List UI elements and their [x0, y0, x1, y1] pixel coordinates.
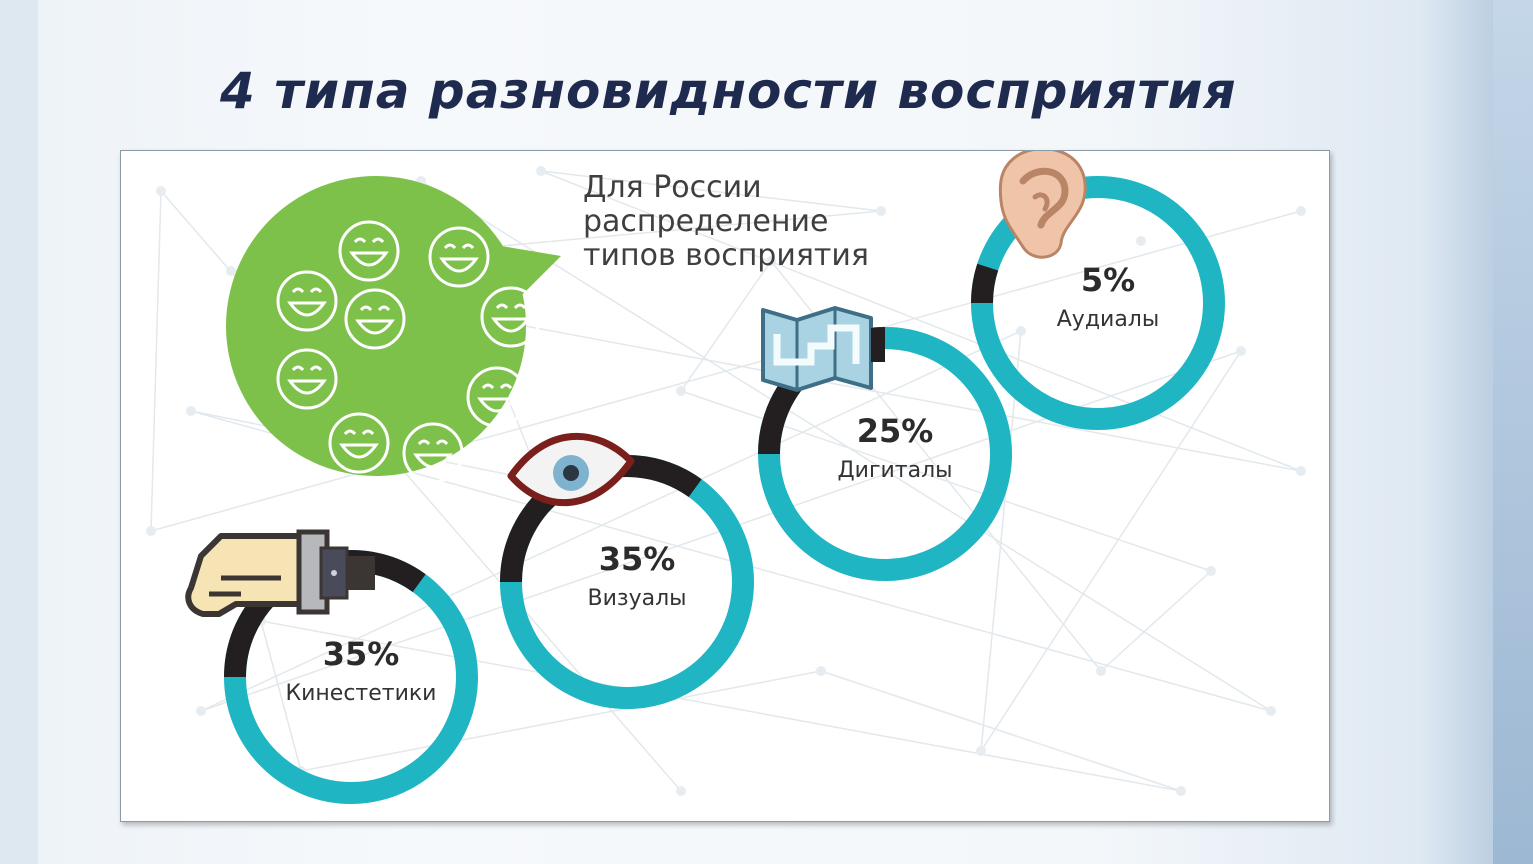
ring-name-label: Кинестетики [285, 681, 437, 706]
slide-right-band [1493, 0, 1533, 864]
network-node [196, 706, 206, 716]
network-line [820, 670, 1182, 792]
network-node [1096, 666, 1106, 676]
network-node [1016, 326, 1026, 336]
smiley-icon [338, 220, 400, 282]
network-node [1296, 206, 1306, 216]
slide-title: 4 типа разновидности восприятия [220, 62, 1237, 120]
smiley-icon [466, 366, 528, 428]
smiley-icon [480, 286, 542, 348]
ring-name-label: Дигиталы [837, 458, 953, 483]
ring-percent-label: 5% [1080, 261, 1136, 299]
smiley-icon [402, 422, 464, 484]
network-line [420, 180, 1272, 712]
network-line [680, 260, 772, 392]
speech-bubble [226, 176, 561, 484]
network-node [536, 166, 546, 176]
network-line [150, 190, 162, 532]
bubble-caption: Для России распределение типов восприяти… [583, 170, 869, 273]
network-node [186, 406, 196, 416]
network-node [1296, 466, 1306, 476]
network-node [1236, 346, 1246, 356]
ring-percent-label: 35% [322, 635, 400, 673]
network-node [816, 666, 826, 676]
network-node [766, 256, 776, 266]
network-node [1176, 786, 1186, 796]
donut-ring-segment [971, 263, 999, 304]
ring-percent-label: 35% [598, 540, 676, 578]
smiley-group [276, 220, 542, 484]
network-line [1100, 570, 1212, 672]
network-line [540, 170, 1302, 472]
network-node [226, 266, 236, 276]
network-node [876, 206, 886, 216]
ring-name-label: Визуалы [587, 586, 687, 611]
ear-icon [998, 151, 1087, 259]
network-line [200, 330, 1022, 712]
donut-ring-4 [971, 176, 1225, 430]
smiley-icon [344, 288, 406, 350]
infographic-canvas [146, 151, 1306, 804]
smiley-icon [428, 226, 490, 288]
map-icon [761, 306, 885, 392]
network-line [260, 620, 1182, 792]
network-node [676, 786, 686, 796]
ring-percent-label: 25% [856, 412, 934, 450]
smiley-icon [276, 348, 338, 410]
speech-bubble-body [226, 176, 526, 476]
network-node [1266, 706, 1276, 716]
eye-icon [507, 432, 635, 507]
network-node [156, 186, 166, 196]
network-node [1136, 236, 1146, 246]
network-node [976, 746, 986, 756]
network-line [980, 330, 1022, 752]
infographic-panel: Для России распределение типов восприяти… [120, 150, 1330, 822]
network-line [980, 350, 1242, 752]
network-node [146, 526, 156, 536]
smiley-icon [276, 270, 338, 332]
network-node [676, 386, 686, 396]
network-line [540, 170, 882, 212]
smiley-icon [328, 412, 390, 474]
ring-name-label: Аудиалы [1056, 307, 1160, 332]
network-node [1206, 566, 1216, 576]
network-line [300, 670, 822, 772]
slide-left-band [0, 0, 38, 864]
hand-watch-icon [185, 529, 375, 617]
network-line [260, 620, 302, 772]
